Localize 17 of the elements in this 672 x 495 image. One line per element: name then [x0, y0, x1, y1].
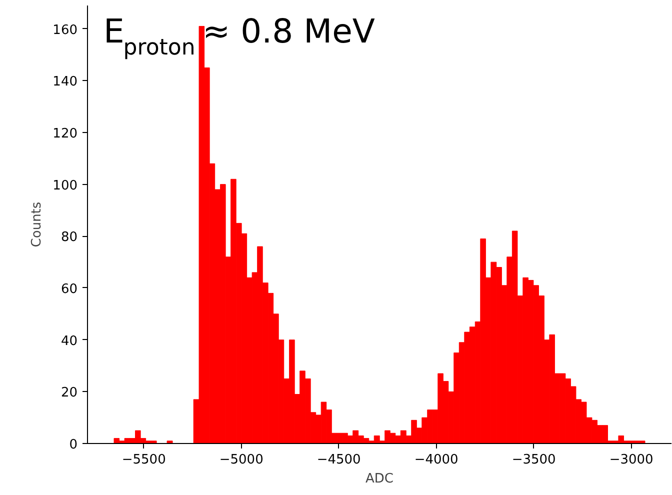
- y-tick-label: 20: [60, 386, 78, 401]
- y-tick-label: 0: [69, 438, 78, 452]
- x-tick-label: −3000: [609, 452, 654, 468]
- y-axis-title: Counts: [30, 202, 45, 248]
- y-tick-label: 80: [60, 230, 78, 246]
- y-tick-label: 100: [52, 178, 78, 194]
- y-tick-label: 140: [52, 74, 78, 90]
- y-tick-label: 160: [52, 22, 78, 38]
- x-tick-label: −5000: [219, 452, 264, 468]
- x-tick-label: −4500: [316, 452, 361, 468]
- x-tick-label: −3500: [512, 452, 556, 468]
- y-tick-label: 40: [60, 334, 78, 349]
- x-tick-label: −4000: [414, 452, 458, 468]
- y-tick-label: 120: [52, 126, 78, 142]
- y-tick-label: 60: [60, 282, 78, 297]
- x-tick-label: −5500: [122, 452, 166, 468]
- x-axis-title: ADC: [366, 472, 394, 486]
